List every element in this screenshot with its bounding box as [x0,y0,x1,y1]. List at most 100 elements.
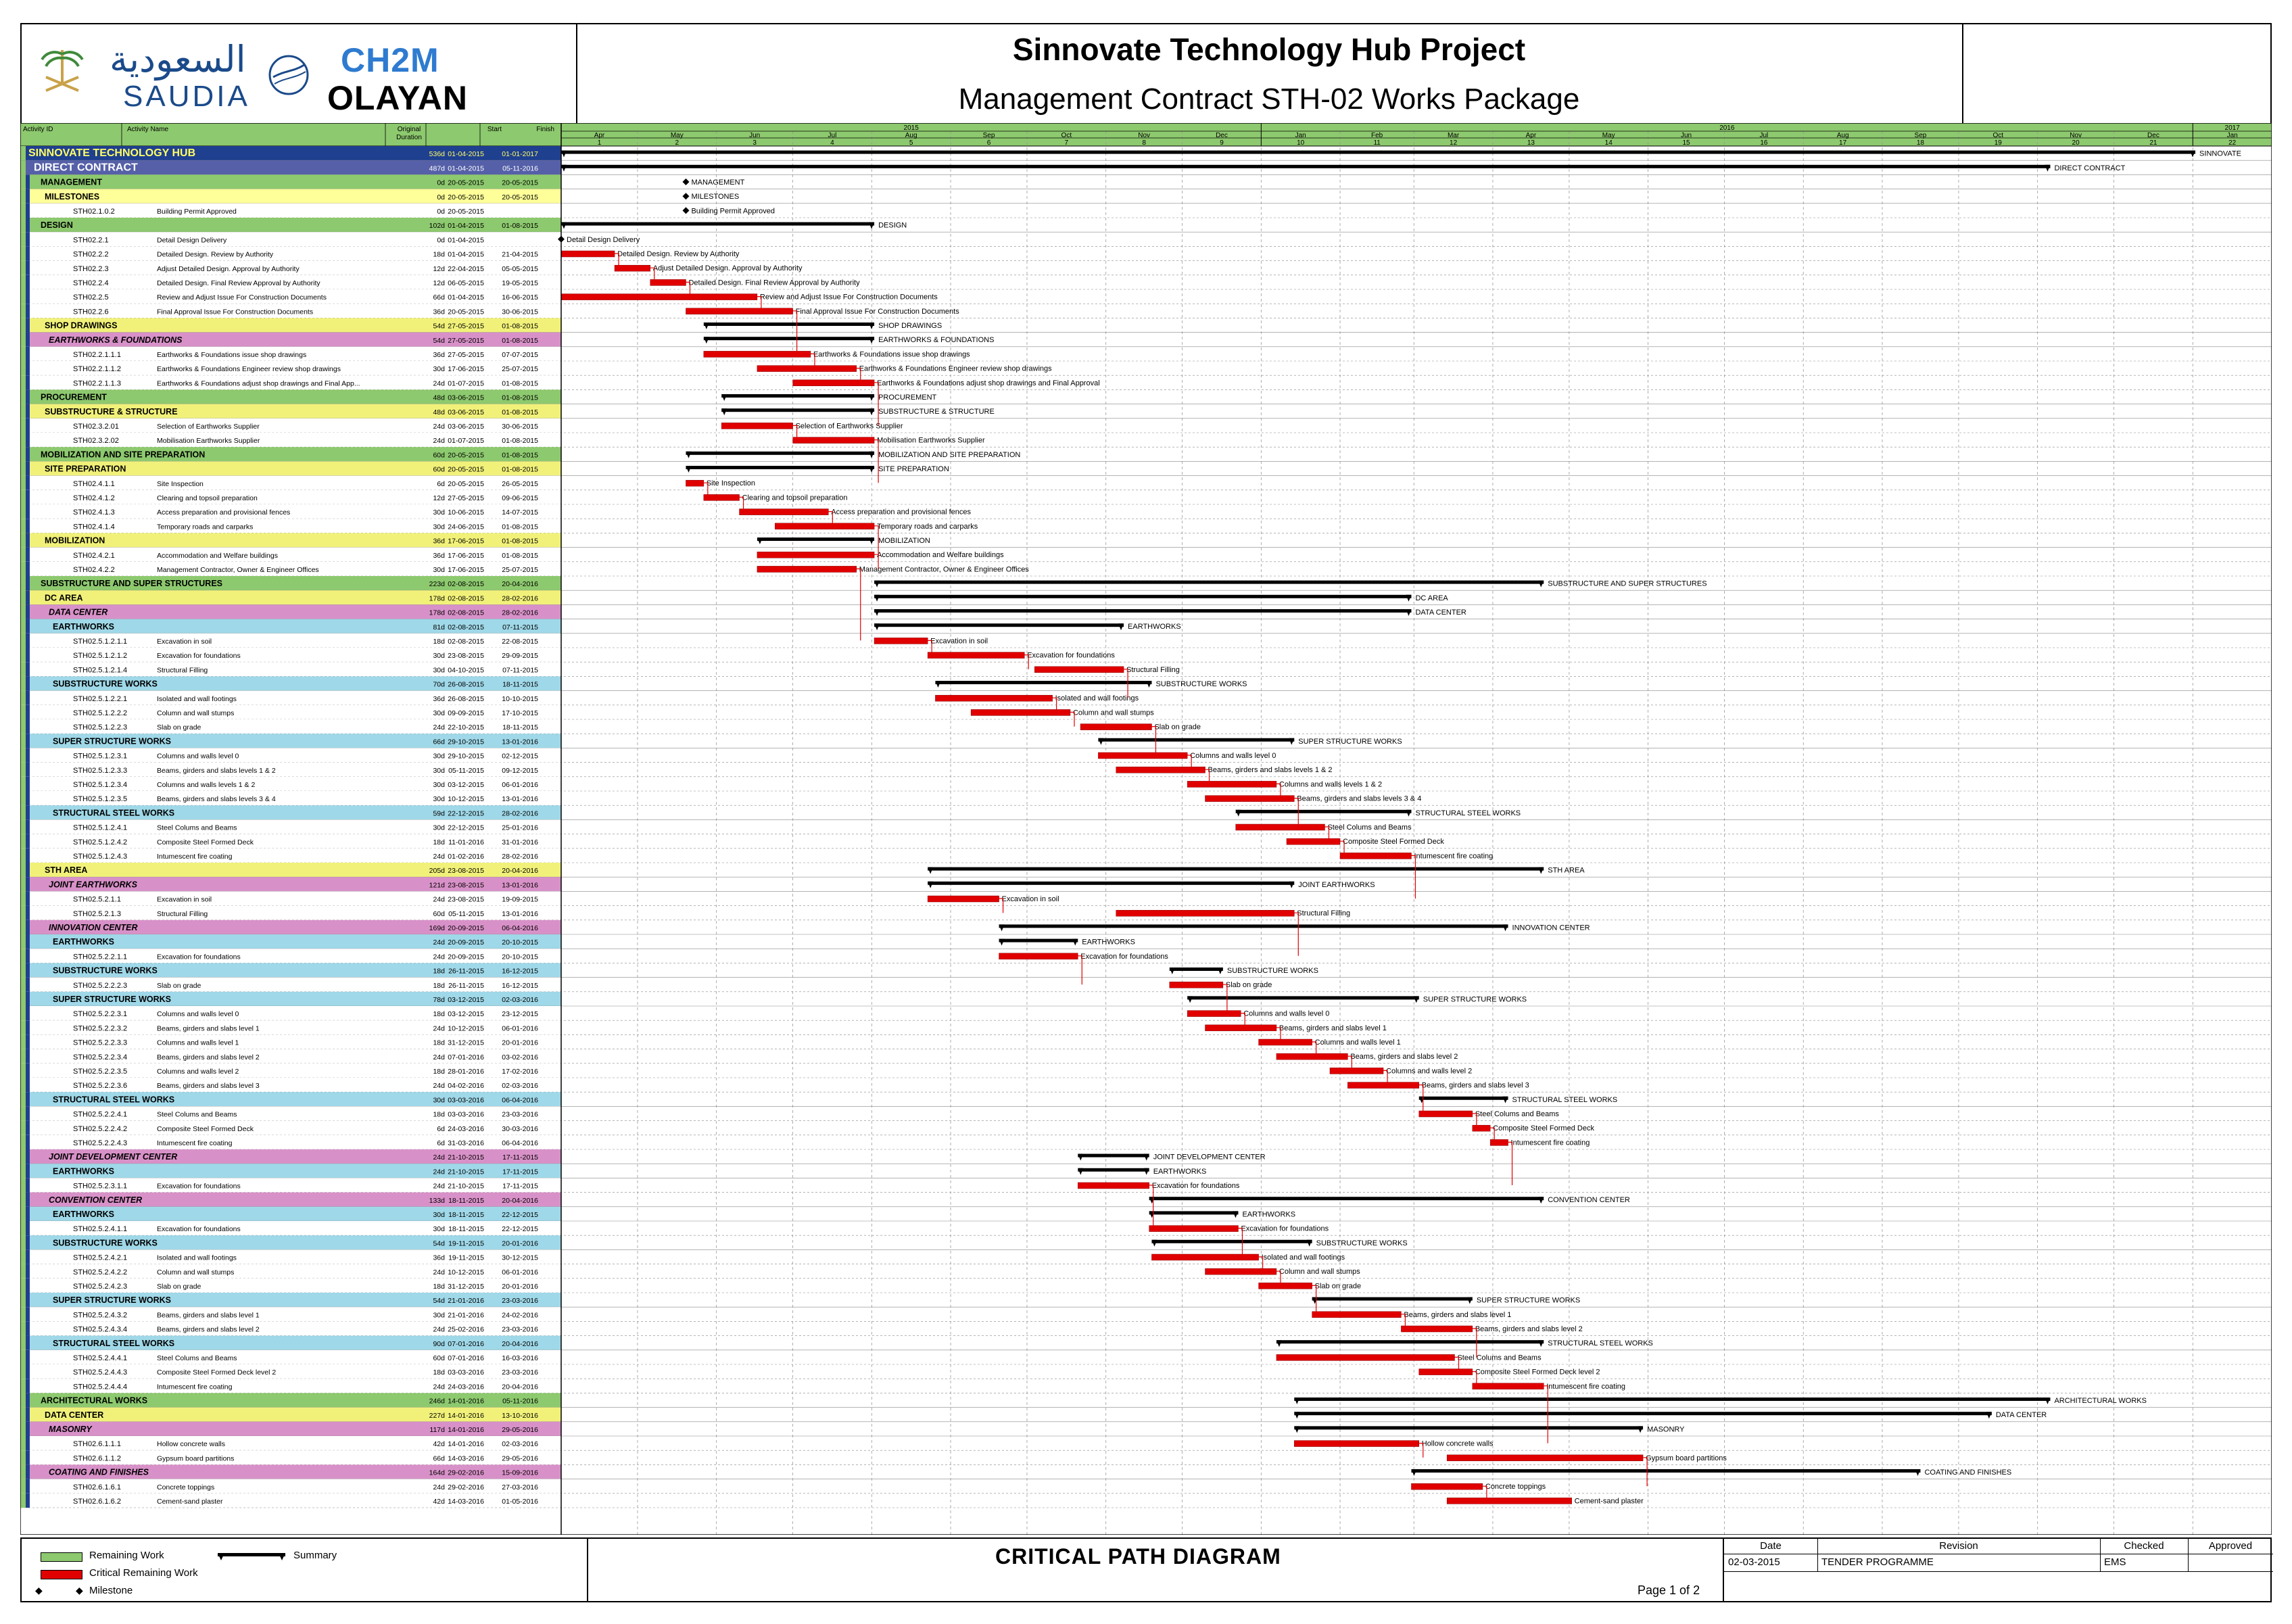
critical-task-bar [1187,1010,1241,1017]
bar-label: Composite Steel Formed Deck level 2 [1475,1368,1600,1377]
level-strip [26,819,30,834]
table-row [20,1379,561,1393]
bar-label: MOBILIZATION [878,537,930,545]
level-strip [20,662,26,677]
activity-id: SUBSTRUCTURE WORKS [53,966,158,976]
activity-id: STH02.5.2.2.3.5 [73,1068,127,1076]
olayan-logo-text: OLAYAN [327,79,468,117]
table-row [20,1264,561,1279]
level-strip [20,389,26,404]
activity-id: STH02.5.1.2.4.1 [73,824,127,832]
level-strip [20,977,26,992]
activity-duration: 60d [433,451,445,459]
activity-finish: 01-08-2015 [502,222,538,230]
milestone-diamond-icon: ◆ [76,1585,83,1596]
activity-name: Earthworks & Foundations issue shop draw… [157,351,306,359]
activity-duration: 60d [433,1354,445,1362]
activity-id: STH02.5.1.2.1.1 [73,638,127,646]
dependency-link [650,267,655,283]
table-row [20,1178,561,1193]
table-row [20,604,561,619]
critical-task-bar [650,279,686,286]
bar-label: Composite Steel Formed Deck [1343,838,1444,846]
bar-label: Excavation in soil [930,637,988,645]
activity-start: 26-11-2015 [448,982,484,990]
level-strip [20,1350,26,1364]
activity-name: Columns and walls levels 1 & 2 [157,781,255,789]
bar-label: Management Contractor, Owner & Engineer … [859,565,1030,573]
activity-finish: 24-02-2016 [502,1311,538,1319]
activity-start: 14-01-2016 [448,1440,484,1448]
bar-label: MOBILIZATION AND SITE PREPARATION [878,451,1020,459]
level-strip [26,489,30,504]
activity-duration: 102d [429,222,446,230]
activity-start: 22-04-2015 [448,265,484,273]
summary-bar-cap [1289,738,1295,745]
summary-bar-cap [1294,1426,1300,1433]
activity-name: Isolated and wall footings [157,695,237,703]
critical-task-bar [1329,1068,1384,1074]
activity-id: STH02.2.1.1.2 [73,365,121,373]
level-strip [20,447,26,462]
bar-label: STH AREA [1548,867,1585,875]
level-strip [20,304,26,318]
activity-start: 10-06-2015 [448,508,484,517]
activity-start: 20-05-2015 [448,451,484,459]
activity-finish: 13-01-2016 [502,910,538,918]
critical-task-bar [703,494,740,501]
dependency-link [703,482,709,498]
activity-duration: 30d [433,767,445,775]
diagram-title: CRITICAL PATH DIAGRAM [995,1544,1281,1569]
table-row [20,1149,561,1164]
activity-id: STH02.2.6 [73,308,109,316]
table-row [20,389,561,404]
table-row [20,318,561,333]
activity-name: Steel Colums and Beams [157,824,237,832]
month-number-label: 11 [1373,139,1381,147]
page-number: Page 1 of 2 [1638,1583,1700,1597]
dependency-link [1508,1141,1513,1185]
level-strip [26,246,30,261]
activity-id: STH02.2.1.1.1 [73,351,121,359]
level-strip [20,174,26,189]
activity-duration: 30d [433,753,445,761]
critical-task-bar [1187,781,1277,788]
bar-label: Columns and walls levels 1 & 2 [1279,780,1382,788]
summary-bar-cap [686,466,692,473]
table-row [20,977,561,992]
activity-name: Slab on grade [157,982,201,990]
month-number-label: 2 [675,139,679,147]
activity-start: 02-08-2015 [448,623,484,631]
activity-id: JOINT DEVELOPMENT CENTER [49,1152,177,1162]
activity-name: Columns and walls level 0 [157,1010,239,1018]
activity-name: Intumescent fire coating [157,1383,233,1391]
bar-label: SUBSTRUCTURE WORKS [1316,1239,1408,1247]
table-row [20,590,561,605]
activity-id: STH02.2.5 [73,293,109,302]
summary-bar [703,337,875,341]
bar-label: Structural Filling [1126,666,1180,674]
table-row [20,662,561,677]
activity-id: STH AREA [45,865,87,875]
bar-label: Detailed Design. Final Review Approval b… [688,279,860,287]
activity-id: STH02.5.1.2.3.5 [73,795,127,803]
activity-duration: 81d [433,623,445,631]
activity-duration: 178d [429,594,446,602]
table-row [20,547,561,562]
month-number-label: 4 [830,139,834,147]
activity-id: EARTHWORKS [53,1166,114,1176]
level-strip [26,1379,30,1393]
level-strip [20,489,26,504]
activity-finish: 20-10-2015 [502,953,538,961]
dependency-link [1149,1185,1154,1228]
activity-finish: 22-12-2015 [502,1211,538,1219]
level-strip [26,189,30,204]
activity-id: EARTHWORKS [53,1210,114,1219]
level-strip [26,834,30,849]
activity-id: STH02.5.2.1.3 [73,910,121,918]
month-label: Nov [1138,132,1150,139]
level-strip [20,1321,26,1336]
activity-id: STRUCTURAL STEEL WORKS [53,1339,174,1348]
critical-task-bar [1418,1110,1473,1118]
activity-start: 17-06-2015 [448,552,484,560]
